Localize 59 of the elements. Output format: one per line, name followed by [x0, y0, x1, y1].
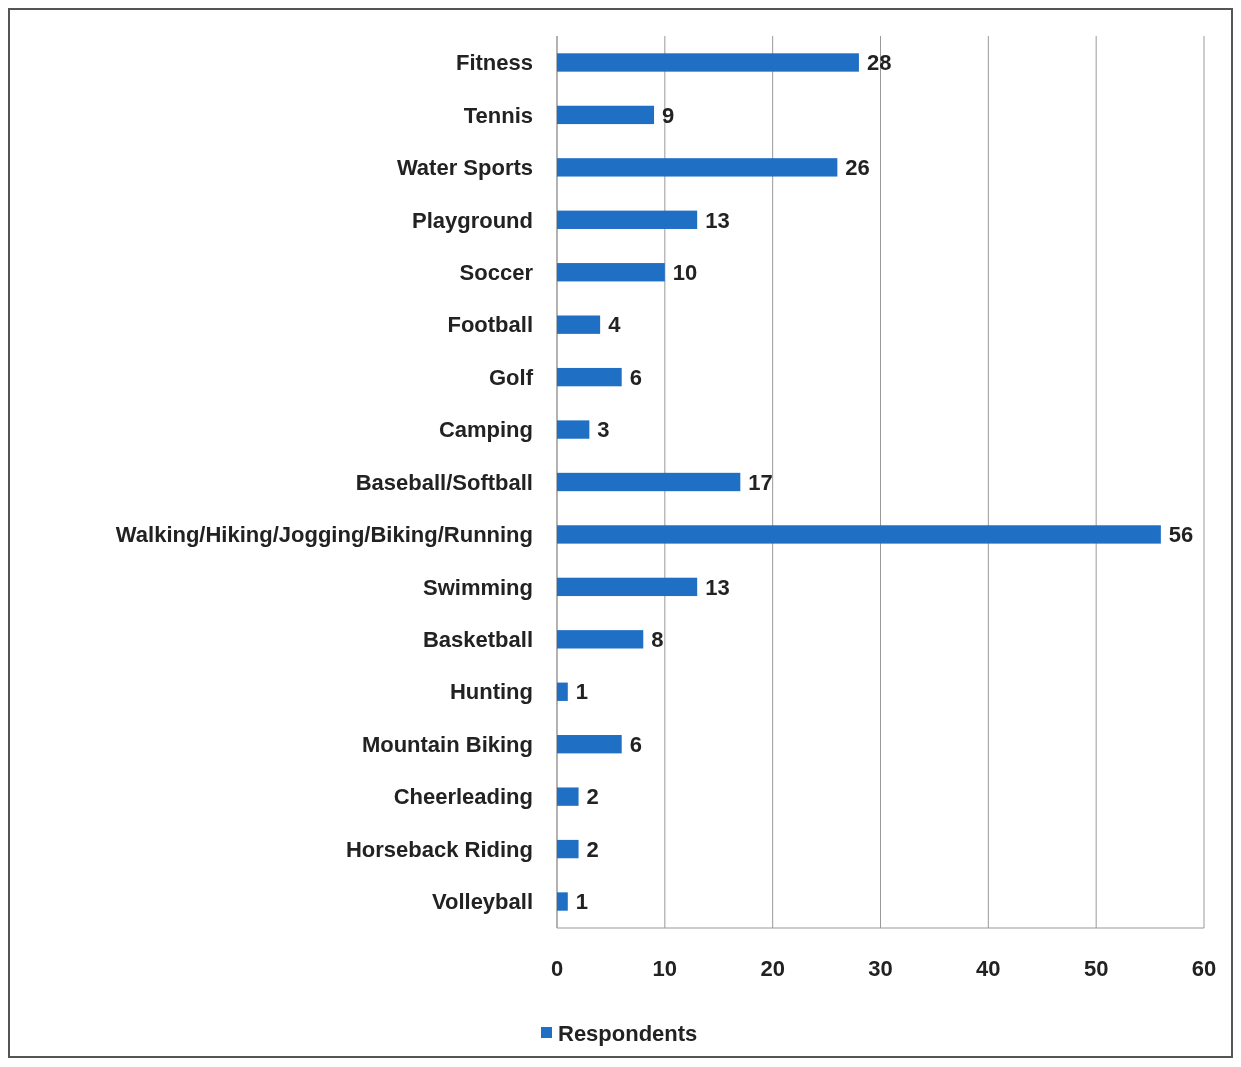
bar	[557, 105, 655, 125]
data-label: 8	[651, 627, 664, 653]
y-tick-label: Cheerleading	[393, 784, 533, 810]
x-tick-label: 20	[760, 956, 785, 981]
bar	[557, 263, 665, 282]
y-tick-label: Basketball	[422, 627, 533, 653]
data-label: 1	[575, 889, 589, 915]
bar	[557, 315, 601, 334]
y-tick-label: Playground	[411, 207, 533, 233]
data-label: 13	[705, 574, 730, 600]
bar	[557, 682, 568, 701]
bar	[557, 367, 622, 387]
y-tick-label: Volleyball	[431, 889, 533, 915]
bar	[557, 839, 579, 859]
data-label: 4	[608, 312, 622, 338]
bar	[557, 630, 644, 649]
y-tick-label: Water Sports	[396, 155, 533, 181]
data-label: 56	[1168, 522, 1194, 548]
data-label: 17	[748, 469, 773, 495]
y-tick-label: Baseball/Softball	[355, 469, 533, 495]
data-label: 28	[866, 50, 892, 76]
bar	[557, 158, 838, 177]
data-label: 6	[629, 731, 642, 757]
data-label: 6	[629, 364, 642, 390]
y-tick-label: Soccer	[459, 259, 534, 285]
y-tick-label: Football	[447, 312, 533, 338]
y-tick-label: Horseback Riding	[345, 836, 533, 862]
bar	[557, 210, 698, 229]
data-label: 10	[672, 259, 698, 285]
bar	[557, 525, 1161, 544]
data-label: 2	[586, 784, 599, 810]
data-label: 13	[705, 207, 730, 233]
x-tick-label: 10	[652, 956, 678, 981]
x-tick-label: 50	[1083, 956, 1109, 981]
bar	[557, 892, 568, 911]
y-tick-label: Tennis	[463, 102, 533, 128]
legend-label: Respondents	[558, 1020, 698, 1046]
bar	[557, 472, 741, 492]
y-tick-label: Golf	[489, 364, 534, 390]
bar	[557, 53, 859, 72]
x-tick-label: 0	[550, 956, 564, 981]
y-tick-label: Fitness	[455, 50, 533, 76]
y-tick-label: Swimming	[422, 574, 533, 600]
x-tick-label: 30	[868, 956, 893, 981]
data-label: 26	[845, 155, 870, 181]
y-tick-label: Camping	[438, 417, 533, 443]
data-label: 2	[586, 836, 599, 862]
data-label: 9	[662, 102, 675, 128]
y-tick-label: Mountain Biking	[361, 731, 533, 757]
data-label: 3	[597, 417, 610, 443]
y-tick-label: Walking/Hiking/Jogging/Biking/Running	[115, 522, 533, 548]
bar	[557, 787, 579, 806]
bar	[557, 735, 622, 754]
data-label: 1	[575, 679, 589, 705]
bar	[557, 420, 590, 439]
x-tick-label: 60	[1191, 956, 1217, 981]
y-tick-label: Hunting	[449, 679, 533, 705]
x-tick-label: 40	[976, 956, 1001, 981]
bar	[557, 577, 698, 597]
